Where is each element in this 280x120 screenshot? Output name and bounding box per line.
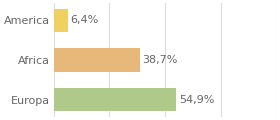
- Bar: [54, 48, 140, 72]
- Bar: [54, 9, 68, 32]
- Text: 54,9%: 54,9%: [179, 95, 214, 105]
- Bar: [54, 88, 176, 111]
- Text: 38,7%: 38,7%: [143, 55, 178, 65]
- Text: 6,4%: 6,4%: [71, 15, 99, 25]
